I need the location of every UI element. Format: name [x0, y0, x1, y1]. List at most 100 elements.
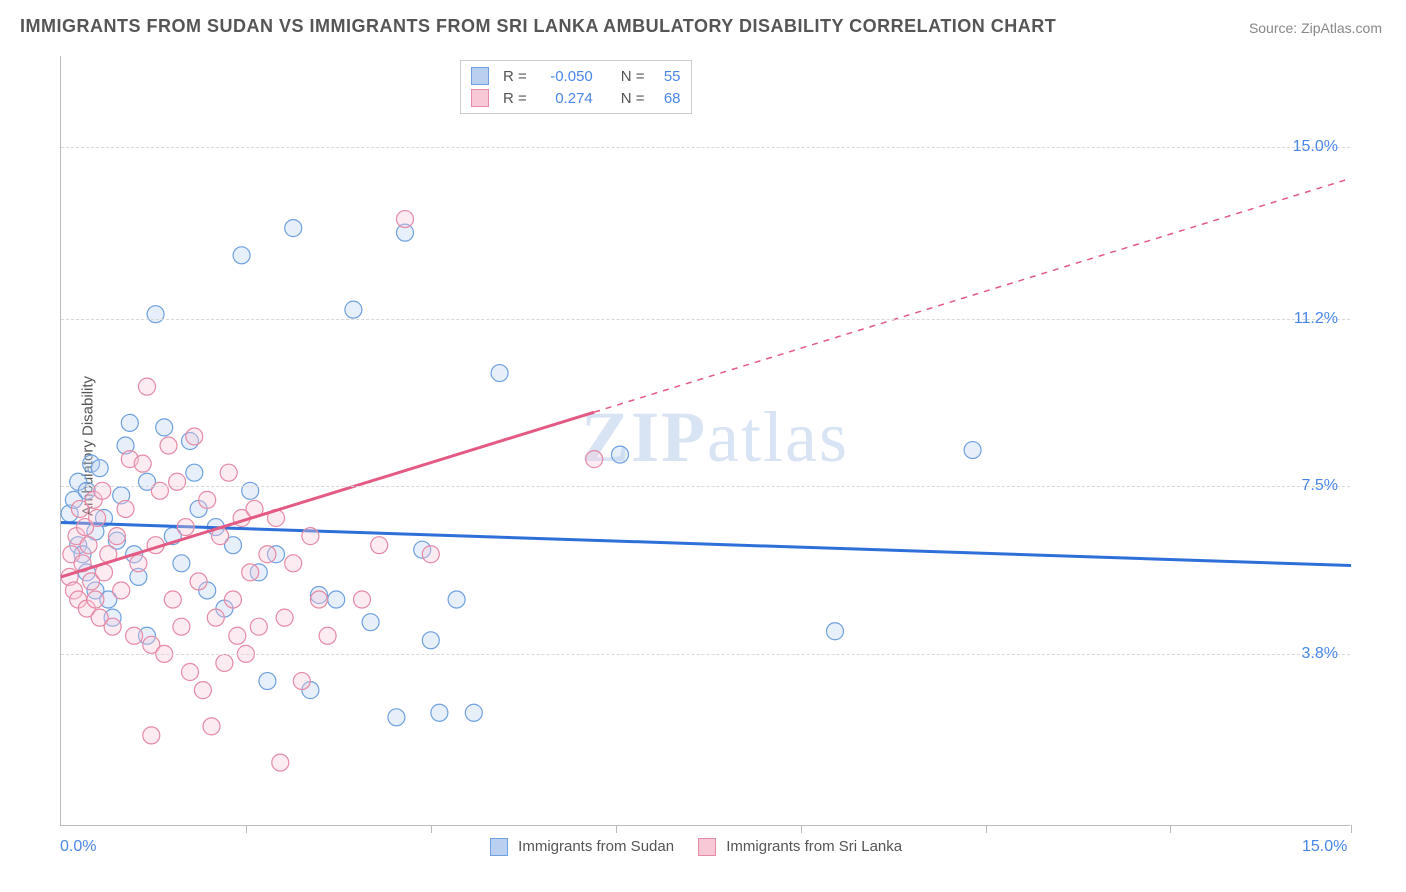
scatter-point: [259, 546, 276, 563]
r-label: R =: [503, 90, 527, 107]
scatter-point: [216, 654, 233, 671]
correlation-swatch-sudan: [471, 67, 489, 85]
scatter-point: [194, 682, 211, 699]
scatter-point: [199, 491, 216, 508]
xtick: [431, 825, 432, 833]
scatter-point: [80, 537, 97, 554]
n-label: N =: [621, 90, 645, 107]
scatter-point: [272, 754, 289, 771]
ytick-label: 11.2%: [1294, 310, 1338, 328]
scatter-point: [242, 564, 259, 581]
regression-line-solid: [61, 412, 594, 577]
scatter-point: [259, 673, 276, 690]
bottom-legend: Immigrants from Sudan Immigrants from Sr…: [490, 838, 902, 856]
scatter-point: [160, 437, 177, 454]
chart-title: IMMIGRANTS FROM SUDAN VS IMMIGRANTS FROM…: [20, 16, 1056, 37]
scatter-point: [117, 500, 134, 517]
scatter-point: [207, 609, 224, 626]
gridline-h: [61, 319, 1350, 320]
x-axis-min-label: 0.0%: [60, 838, 96, 856]
n-value-srilanka: 68: [653, 90, 681, 107]
scatter-point: [89, 510, 106, 527]
ytick-label: 3.8%: [1302, 645, 1338, 663]
scatter-point: [233, 247, 250, 264]
scatter-point: [126, 627, 143, 644]
scatter-point: [345, 301, 362, 318]
scatter-point: [113, 582, 130, 599]
scatter-point: [186, 428, 203, 445]
ytick-label: 7.5%: [1302, 477, 1338, 495]
scatter-point: [169, 473, 186, 490]
scatter-point: [91, 460, 108, 477]
legend-item-sudan: Immigrants from Sudan: [490, 838, 674, 856]
scatter-point: [121, 414, 138, 431]
scatter-point: [134, 455, 151, 472]
xtick: [246, 825, 247, 833]
scatter-point: [156, 419, 173, 436]
r-value-srilanka: 0.274: [535, 90, 593, 107]
scatter-point: [285, 220, 302, 237]
correlation-row-srilanka: R = 0.274 N = 68: [471, 87, 681, 109]
scatter-point: [173, 555, 190, 572]
scatter-point: [130, 555, 147, 572]
scatter-point: [285, 555, 302, 572]
xtick: [1170, 825, 1171, 833]
scatter-point: [276, 609, 293, 626]
scatter-point: [151, 482, 168, 499]
scatter-point: [203, 718, 220, 735]
xtick: [616, 825, 617, 833]
scatter-point: [586, 451, 603, 468]
correlation-swatch-srilanka: [471, 89, 489, 107]
scatter-point: [612, 446, 629, 463]
scatter-point: [371, 537, 388, 554]
legend-swatch-srilanka: [698, 838, 716, 856]
xtick: [1351, 825, 1352, 833]
x-axis-max-label: 15.0%: [1302, 838, 1347, 856]
scatter-point: [362, 614, 379, 631]
scatter-point: [431, 704, 448, 721]
scatter-point: [491, 365, 508, 382]
scatter-point: [182, 664, 199, 681]
scatter-point: [250, 618, 267, 635]
chart-source: Source: ZipAtlas.com: [1249, 20, 1382, 36]
scatter-point: [827, 623, 844, 640]
r-value-sudan: -0.050: [535, 68, 593, 85]
scatter-point: [186, 464, 203, 481]
regression-line-dashed: [594, 178, 1351, 412]
scatter-point: [354, 591, 371, 608]
xtick: [986, 825, 987, 833]
scatter-point: [422, 632, 439, 649]
scatter-point: [87, 591, 104, 608]
scatter-point: [328, 591, 345, 608]
correlation-legend: R = -0.050 N = 55 R = 0.274 N = 68: [460, 60, 692, 114]
gridline-h: [61, 486, 1350, 487]
legend-swatch-sudan: [490, 838, 508, 856]
gridline-h: [61, 147, 1350, 148]
scatter-point: [94, 482, 111, 499]
scatter-point: [229, 627, 246, 644]
scatter-point: [448, 591, 465, 608]
xtick: [801, 825, 802, 833]
scatter-point: [242, 482, 259, 499]
scatter-point: [397, 211, 414, 228]
scatter-point: [139, 378, 156, 395]
scatter-point: [108, 528, 125, 545]
scatter-point: [164, 591, 181, 608]
regression-line-solid: [61, 523, 1351, 566]
correlation-row-sudan: R = -0.050 N = 55: [471, 65, 681, 87]
scatter-point: [104, 618, 121, 635]
ytick-label: 15.0%: [1293, 138, 1338, 156]
legend-item-srilanka: Immigrants from Sri Lanka: [698, 838, 902, 856]
scatter-point: [388, 709, 405, 726]
scatter-point: [177, 519, 194, 536]
plot-area: ZIPatlas 3.8%7.5%11.2%15.0%: [60, 56, 1350, 826]
scatter-point: [964, 442, 981, 459]
n-label: N =: [621, 68, 645, 85]
legend-label-sudan: Immigrants from Sudan: [518, 838, 674, 855]
scatter-point: [293, 673, 310, 690]
scatter-point: [147, 306, 164, 323]
r-label: R =: [503, 68, 527, 85]
gridline-h: [61, 654, 1350, 655]
scatter-point: [143, 727, 160, 744]
scatter-point: [302, 528, 319, 545]
